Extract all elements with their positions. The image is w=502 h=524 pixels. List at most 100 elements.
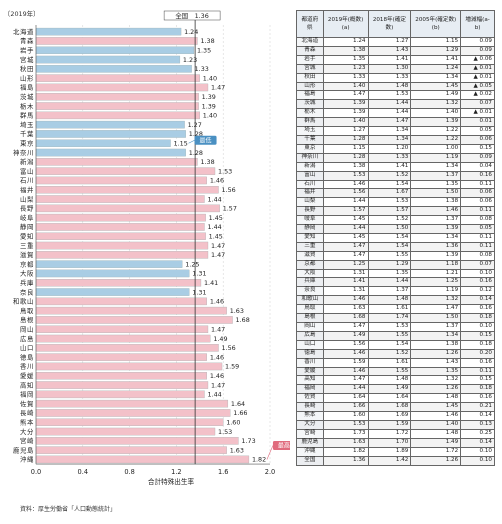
prefecture-cell: 滋賀 xyxy=(296,250,324,261)
value-cell: 1.46 xyxy=(322,295,369,306)
category-label: 大分 xyxy=(20,427,34,436)
value-label: 1.57 xyxy=(223,205,237,213)
value-cell: 1.82 xyxy=(322,446,369,457)
prefecture-cell: 北海道 xyxy=(296,37,324,47)
bar xyxy=(35,278,202,287)
value-cell: 1.36 xyxy=(322,455,369,466)
value-cell: 0.08 xyxy=(460,250,495,261)
value-cell: ▲ 0.02 xyxy=(460,90,495,101)
category-label: 山口 xyxy=(20,343,34,352)
value-cell: 1.67 xyxy=(367,188,412,199)
value-cell: 1.22 xyxy=(410,134,462,145)
value-cell: 1.72 xyxy=(410,446,462,457)
prefecture-cell: 神奈川 xyxy=(296,152,324,163)
table-row: 茨城 1.39 1.44 1.32 0.07 xyxy=(296,99,495,110)
prefecture-cell: 福岡 xyxy=(296,384,324,395)
callout-label: 最高 xyxy=(278,442,290,450)
bar xyxy=(35,344,219,352)
value-cell: 1.19 xyxy=(410,286,462,297)
value-label: 1.47 xyxy=(211,242,225,250)
value-label: 1.59 xyxy=(225,363,239,371)
prefecture-cell: 宮崎 xyxy=(296,428,324,439)
source-note: 資料：厚生労働省「人口動態統計」 xyxy=(20,506,117,513)
value-cell: 1.34 xyxy=(410,232,462,243)
value-cell: 1.38 xyxy=(410,197,462,208)
value-cell: 0.15 xyxy=(460,143,495,154)
value-cell: 1.45 xyxy=(322,232,369,243)
table-row: 岩手 1.35 1.41 1.41 ▲ 0.06 xyxy=(296,54,495,65)
value-cell: 1.46 xyxy=(322,348,369,359)
value-cell: 1.29 xyxy=(367,259,412,270)
prefecture-cell: 東京 xyxy=(296,143,324,154)
value-cell: 1.20 xyxy=(367,143,412,154)
prefecture-cell: 和歌山 xyxy=(296,295,324,306)
bar xyxy=(35,37,198,45)
value-cell: 1.39 xyxy=(322,99,369,110)
prefecture-cell: 富山 xyxy=(296,170,324,181)
value-cell: 1.56 xyxy=(322,188,369,199)
table-row: 佐賀 1.64 1.64 1.48 0.16 xyxy=(296,393,495,404)
value-cell: 1.57 xyxy=(322,206,369,217)
value-cell: 1.26 xyxy=(410,455,462,466)
value-cell: 1.32 xyxy=(410,295,462,306)
value-cell: 1.48 xyxy=(367,375,412,386)
value-cell: 1.40 xyxy=(410,108,462,119)
category-label: 愛媛 xyxy=(20,371,34,380)
category-label: 福井 xyxy=(20,185,34,194)
value-cell: 0.11 xyxy=(460,366,495,377)
value-cell: 1.33 xyxy=(367,152,412,163)
value-cell: 1.40 xyxy=(322,81,369,92)
value-label: 1.31 xyxy=(192,270,206,278)
table-row: 愛媛 1.46 1.55 1.35 0.11 xyxy=(296,366,495,377)
value-cell: 1.00 xyxy=(410,143,462,154)
category-label: 大阪 xyxy=(20,269,34,278)
category-label: 京都 xyxy=(20,259,34,268)
value-cell: 1.59 xyxy=(322,357,369,368)
national-average-label: 全国 1.36 xyxy=(175,11,208,20)
table-row: 宮崎 1.73 1.72 1.48 0.25 xyxy=(296,428,495,439)
value-cell: 1.50 xyxy=(410,313,462,323)
table-row: 奈良 1.31 1.37 1.19 0.12 xyxy=(296,286,495,297)
category-label: 東京 xyxy=(20,138,34,147)
category-label: 香川 xyxy=(20,362,34,371)
value-cell: 1.49 xyxy=(410,437,462,448)
value-label: 1.47 xyxy=(211,381,225,389)
prefecture-cell: 奈良 xyxy=(296,286,324,297)
bar xyxy=(35,83,209,92)
prefecture-cell: 島根 xyxy=(296,313,324,323)
value-cell: 1.18 xyxy=(410,259,462,270)
prefecture-cell: 静岡 xyxy=(296,224,324,234)
prefecture-cell: 秋田 xyxy=(296,72,324,83)
prefecture-cell: 山形 xyxy=(296,81,324,92)
value-label: 1.41 xyxy=(204,279,218,287)
category-label: 岡山 xyxy=(20,324,34,333)
category-label: 青森 xyxy=(20,36,34,45)
value-cell: ▲ 0.05 xyxy=(460,81,495,92)
category-label: 宮城 xyxy=(20,55,34,64)
value-label: 1.82 xyxy=(252,456,266,464)
category-label: 石川 xyxy=(20,177,34,185)
bar xyxy=(35,223,205,231)
value-cell: 1.43 xyxy=(410,357,462,368)
value-cell: 0.14 xyxy=(460,295,495,306)
column-header: 増減幅(a-b) xyxy=(460,10,495,38)
value-label: 1.47 xyxy=(211,84,225,92)
table-row: 熊本 1.60 1.69 1.46 0.14 xyxy=(296,411,495,421)
table-row: 香川 1.59 1.61 1.43 0.16 xyxy=(296,357,495,368)
value-cell: 1.56 xyxy=(322,339,369,350)
prefecture-cell: 香川 xyxy=(296,357,324,368)
value-cell: 1.35 xyxy=(410,179,462,190)
value-cell: 1.50 xyxy=(410,188,462,199)
value-label: 1.31 xyxy=(192,288,206,296)
value-label: 1.28 xyxy=(189,130,203,138)
column-header: 2005年(確定数)(b) xyxy=(410,10,462,38)
value-cell: 0.11 xyxy=(460,241,495,252)
value-cell: 1.55 xyxy=(367,366,412,377)
value-cell: 0.18 xyxy=(460,339,495,350)
value-cell: 1.49 xyxy=(322,330,369,341)
value-cell: 0.15 xyxy=(460,375,495,386)
category-label: 長崎 xyxy=(20,408,34,417)
value-cell: 1.30 xyxy=(367,63,412,74)
value-cell: 1.52 xyxy=(367,170,412,181)
value-label: 1.56 xyxy=(222,186,236,194)
